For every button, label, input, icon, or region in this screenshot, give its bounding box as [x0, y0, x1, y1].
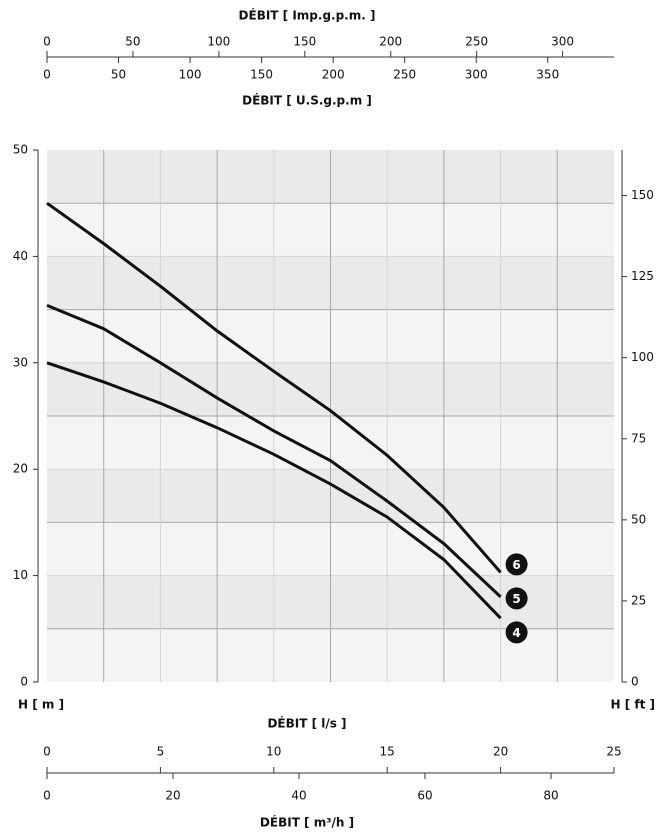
- curve: [46, 303, 502, 598]
- y-tick-label: 30: [13, 355, 28, 369]
- y-tick-label: 0: [20, 675, 28, 689]
- x-tick-label: 20: [493, 745, 508, 759]
- y-axis-title: H [ m ]: [18, 698, 64, 712]
- y-tick-label: 50: [13, 143, 28, 157]
- bottom-tick-label: 80: [543, 789, 558, 803]
- top-axis-title: DÉBIT [ U.S.g.p.m ]: [242, 93, 372, 108]
- top-tick-label: 300: [551, 35, 574, 49]
- bottom-tick-label: 20: [165, 789, 180, 803]
- top-tick-label: 150: [250, 68, 273, 82]
- series-badge: [505, 553, 528, 576]
- y2-tick-label: 75: [631, 431, 646, 445]
- y2-tick-label: 25: [631, 593, 646, 607]
- x-tick-label: 0: [43, 745, 51, 759]
- top-tick-label: 0: [43, 35, 51, 49]
- bottom-tick-label: 40: [291, 789, 306, 803]
- y2-axis-title: H [ ft ]: [610, 698, 655, 712]
- y-tick-label: 20: [13, 462, 28, 476]
- top-tick-label: 100: [207, 35, 230, 49]
- y2-tick-label: 125: [631, 269, 654, 283]
- y-tick-label: 10: [13, 568, 28, 582]
- x-tick-label: 5: [157, 745, 165, 759]
- top-tick-label: 250: [393, 68, 416, 82]
- x-tick-label: 25: [606, 745, 621, 759]
- bottom-tick-label: 0: [43, 789, 51, 803]
- top-tick-label: 50: [125, 35, 140, 49]
- x-axis-title: DÉBIT [ l/s ]: [267, 716, 346, 731]
- top-tick-label: 250: [465, 35, 488, 49]
- bottom-axis-title: DÉBIT [ m³/h ]: [260, 815, 354, 830]
- y2-tick-label: 150: [631, 188, 654, 202]
- series-label: 4: [512, 626, 520, 640]
- y2-tick-label: 0: [631, 675, 639, 689]
- top-tick-label: 150: [293, 35, 316, 49]
- curve: [46, 201, 502, 574]
- x-tick-label: 15: [380, 745, 395, 759]
- top-tick-label: 300: [465, 68, 488, 82]
- top-tick-label: 200: [379, 35, 402, 49]
- y2-tick-label: 100: [631, 350, 654, 364]
- top-tick-label: 50: [111, 68, 126, 82]
- series-badge: [505, 587, 528, 610]
- y-tick-label: 40: [13, 249, 28, 263]
- top-tick-label: 100: [179, 68, 202, 82]
- top-tick-label: 0: [43, 68, 51, 82]
- curve: [46, 361, 502, 620]
- top-axis-title: DÉBIT [ Imp.g.p.m. ]: [239, 8, 376, 23]
- top-tick-label: 350: [536, 68, 559, 82]
- series-badge: [505, 621, 528, 644]
- bottom-tick-label: 60: [417, 789, 432, 803]
- x-tick-label: 10: [266, 745, 281, 759]
- series-label: 5: [512, 592, 520, 606]
- series-label: 6: [512, 558, 520, 572]
- y2-tick-label: 50: [631, 512, 646, 526]
- top-tick-label: 200: [322, 68, 345, 82]
